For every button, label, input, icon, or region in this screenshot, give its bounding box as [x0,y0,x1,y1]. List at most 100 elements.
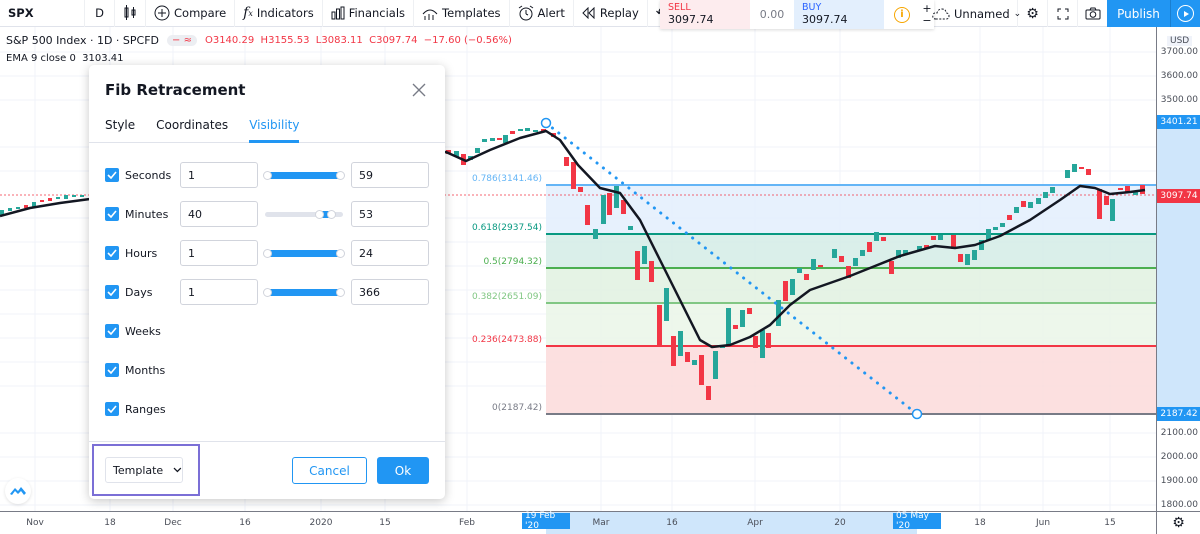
ok-button[interactable]: Ok [377,457,429,484]
fib-label-0618: 0.618(2937.54) [471,223,542,233]
ema-legend[interactable]: EMA 9 close 0 3103.41 [6,53,124,64]
chevron-down-icon [173,467,182,473]
fib-label-0382: 0.382(2651.09) [471,292,542,302]
snapshot-button[interactable] [1078,0,1108,27]
slider-handle[interactable] [263,288,272,297]
tab-visibility[interactable]: Visibility [249,113,300,143]
indicators-label: Indicators [256,6,314,20]
time-tick: 18 [104,518,116,528]
symbol-search[interactable]: SPX [0,0,85,27]
interval-button[interactable]: D [85,0,115,27]
time-axis[interactable]: Nov 18 Dec 16 2020 15 Feb Mar 16 Apr 20 … [0,511,1156,534]
price-tick: 1800.00 [1160,500,1198,510]
fullscreen-button[interactable] [1048,0,1078,27]
dialog-footer [89,441,445,499]
buy-button[interactable]: BUY 3097.74 [794,0,884,29]
compare-button[interactable]: Compare [146,0,236,27]
compare-label: Compare [174,6,227,20]
minutes-checkbox[interactable] [105,207,119,221]
plus-circle-icon [154,5,170,21]
slider-handle[interactable] [327,210,336,219]
tradingview-logo-button[interactable] [5,478,31,504]
templates-icon [422,6,438,20]
template-dropdown[interactable]: Template [105,457,183,483]
time-tick: 15 [1104,518,1116,528]
minutes-to-input[interactable]: 53 [351,201,429,227]
months-label: Months [125,363,166,377]
cancel-button[interactable]: Cancel [292,457,367,484]
open-label: O [204,35,213,46]
slider-handle[interactable] [263,171,272,180]
fib-trend-line[interactable] [544,121,919,416]
spread-value: 0.00 [759,8,785,21]
plus-icon[interactable]: + [922,1,932,15]
hours-slider[interactable] [263,249,345,258]
days-slider[interactable] [263,288,345,297]
time-tick: 15 [379,518,391,528]
slider-handle[interactable] [336,171,345,180]
chart-type-button[interactable] [115,0,146,27]
play-button[interactable] [1170,0,1200,27]
weeks-checkbox[interactable] [105,324,119,338]
info-button[interactable]: i [884,0,920,29]
visibility-row-hours: Hours 1 24 [105,240,429,266]
price-chart[interactable] [0,27,1156,511]
seconds-to-input[interactable]: 59 [351,162,429,188]
settings-button[interactable]: ⚙ [1018,0,1048,27]
seconds-from-input[interactable]: 1 [180,162,258,188]
quantity-stepper[interactable]: + − [920,0,934,29]
months-checkbox[interactable] [105,363,119,377]
hours-checkbox[interactable] [105,246,119,260]
close-button[interactable] [411,82,427,98]
time-tick: 16 [666,518,678,528]
currency-label[interactable]: USD [1167,36,1193,46]
interval-label: D [95,6,104,20]
slider-handle[interactable] [336,249,345,258]
alert-button[interactable]: Alert [510,0,574,27]
time-tick: 20 [834,518,846,528]
axis-settings-button[interactable]: ⚙ [1156,511,1200,534]
days-label: Days [125,285,153,299]
time-tag-start: 19 Feb '20 [522,511,570,531]
minutes-slider[interactable] [265,210,343,219]
slider-handle[interactable] [315,210,324,219]
visibility-row-months: Months [105,357,429,383]
publish-button[interactable]: Publish [1107,0,1170,27]
replay-button[interactable]: Replay [574,0,648,27]
time-tick: Dec [164,518,182,528]
days-checkbox[interactable] [105,285,119,299]
minutes-from-input[interactable]: 40 [180,201,258,227]
rewind-icon [582,7,596,19]
seconds-slider[interactable] [263,171,345,180]
time-tick: 18 [974,518,986,528]
seconds-checkbox[interactable] [105,168,119,182]
slider-handle[interactable] [336,288,345,297]
fib-handle-end[interactable] [911,408,923,420]
days-from-input[interactable]: 1 [180,279,258,305]
tab-style[interactable]: Style [105,118,136,132]
ranges-checkbox[interactable] [105,402,119,416]
financials-label: Financials [348,6,406,20]
legend-title[interactable]: S&P 500 Index · 1D · SPCFD [6,34,160,47]
layout-button[interactable]: Unnamed ⌄ [924,0,1021,27]
publish-label: Publish [1117,6,1160,21]
fib-handle-start[interactable] [540,117,552,129]
templates-button[interactable]: Templates [414,0,510,27]
slider-handle[interactable] [263,249,272,258]
time-tick: Mar [592,518,610,528]
check-icon [107,405,117,413]
minus-icon[interactable]: − [922,13,932,27]
hours-to-input[interactable]: 24 [351,240,429,266]
tab-coordinates[interactable]: Coordinates [156,118,229,132]
ranges-label: Ranges [125,402,166,416]
logo-icon [10,487,26,495]
days-to-input[interactable]: 366 [351,279,429,305]
financials-button[interactable]: Financials [323,0,415,27]
price-axis[interactable]: USD 3700.00 3600.00 3500.00 3300.00 3200… [1156,27,1200,511]
sell-button[interactable]: SELL 3097.74 [660,0,750,29]
fullscreen-icon [1057,8,1069,20]
legend-toggle[interactable]: − ≈ [167,35,197,46]
ema-value: 3103.41 [82,53,124,64]
hours-from-input[interactable]: 1 [180,240,258,266]
